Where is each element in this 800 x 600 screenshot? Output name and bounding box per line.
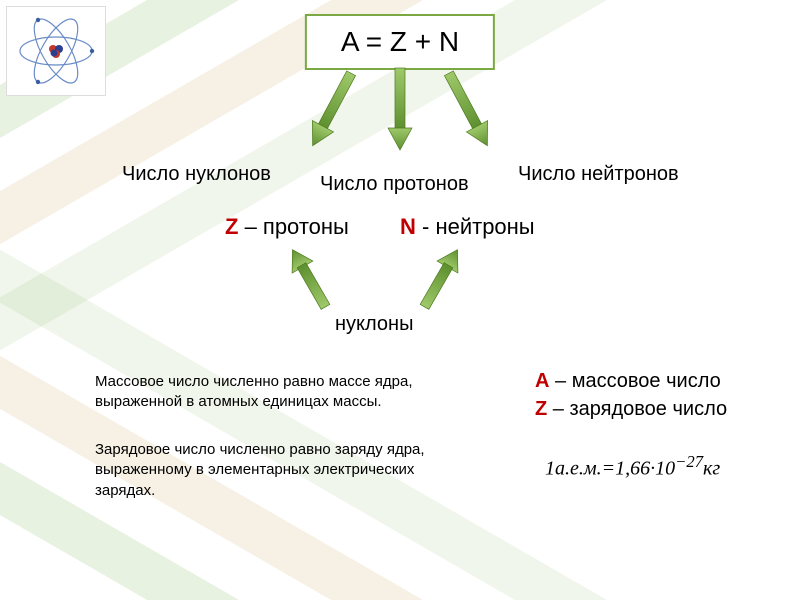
- label-nucleons-word: нуклоны: [335, 313, 413, 336]
- amu-unit: кг: [703, 458, 720, 480]
- definition-charge: Зарядовое число численно равно заряду яд…: [95, 440, 455, 501]
- arrow-to-neutrons: [450, 68, 490, 158]
- n-symbol: N: [400, 214, 416, 239]
- definition-mass: Массовое число численно равно массе ядра…: [95, 372, 455, 413]
- label-protons: Число протонов: [320, 173, 469, 196]
- label-nucleons: Число нуклонов: [122, 163, 271, 186]
- amu-exp: −27: [675, 452, 703, 471]
- z-protons-text: – протоны: [238, 214, 348, 239]
- formula-text: A = Z + N: [341, 26, 459, 57]
- n-neutrons-text: - нейтроны: [416, 214, 535, 239]
- legend-a-text: – массовое число: [549, 370, 720, 392]
- arrow-up-to-z: [290, 245, 330, 315]
- atom-icon: [11, 11, 101, 91]
- legend-z-text: – зарядовое число: [547, 398, 727, 420]
- arrow-up-to-n: [420, 245, 460, 315]
- z-protons: Z – протоны: [225, 214, 349, 240]
- n-neutrons: N - нейтроны: [400, 214, 535, 240]
- arrow-to-protons: [385, 68, 415, 158]
- atom-illustration: [6, 6, 106, 96]
- legend-z-sym: Z: [535, 398, 547, 420]
- label-neutrons: Число нейтронов: [518, 163, 679, 186]
- legend-a: A – массовое число: [535, 370, 721, 393]
- amu-constant: 1а.е.м.=1,66·10−27кг: [545, 452, 720, 481]
- arrow-to-nucleons: [310, 68, 350, 158]
- legend-z: Z – зарядовое число: [535, 398, 727, 421]
- formula-box: A = Z + N: [305, 14, 495, 70]
- slide-content: A = Z + N Число нуклонов Число протонов …: [0, 0, 800, 600]
- z-symbol: Z: [225, 214, 238, 239]
- amu-prefix: 1а.е.м.=1,66·10: [545, 458, 675, 480]
- legend-a-sym: A: [535, 370, 549, 392]
